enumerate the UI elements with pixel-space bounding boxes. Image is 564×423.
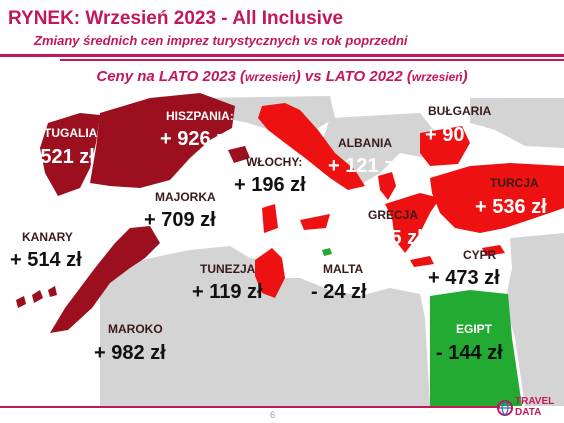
region-kanary-3	[48, 286, 57, 297]
region-tunezja	[255, 248, 285, 298]
mediterranean-map	[0, 68, 564, 406]
heading-part-c: ) vs LATO 2022 (	[295, 68, 412, 85]
label-portugalia-change: + 1521 zł	[12, 146, 95, 168]
heading-part-a: Ceny na LATO 2023 (	[96, 68, 246, 85]
label-albania-change: + 121 zł	[328, 155, 400, 177]
region-egipt	[430, 290, 522, 406]
label-kanary-name: KANARY	[22, 230, 73, 244]
label-turcja-name: TURCJA	[490, 176, 539, 190]
heading-part-e: )	[462, 68, 468, 85]
map-heading: Ceny na LATO 2023 (wrzesień) vs LATO 202…	[0, 68, 564, 85]
label-cypr-name: CYPR	[463, 248, 497, 262]
label-egipt-name: EGIPT	[456, 322, 493, 336]
label-wlochy-name: WŁOCHY:	[246, 155, 303, 169]
label-malta-name: MALTA	[323, 262, 364, 276]
label-wlochy-change: + 196 zł	[234, 174, 306, 196]
label-albania-name: ALBANIA	[338, 136, 392, 150]
region-portugalia	[40, 113, 100, 196]
label-bulgaria-change: + 90 zł	[425, 124, 486, 146]
region-hiszpania	[90, 93, 235, 188]
region-cypr	[482, 245, 505, 256]
label-portugalia-name: PORTUGALIA	[18, 126, 98, 140]
slide-title: RYNEK: Wrzesień 2023 - All Inclusive	[8, 8, 344, 29]
region-grecja-islands	[410, 256, 434, 267]
region-grecja	[385, 193, 440, 253]
region-maroko	[50, 226, 160, 333]
land-middle-east	[505, 233, 564, 406]
label-maroko-name: MAROKO	[108, 322, 163, 336]
region-malta	[322, 248, 332, 256]
region-kanary-1	[16, 296, 26, 308]
label-majorka-change: + 709 zł	[144, 209, 216, 231]
region-kanary-2	[32, 290, 43, 303]
label-grecja-name: GRECJA	[368, 208, 419, 222]
logo-line2: DATA	[515, 407, 542, 418]
label-grecja-change: + 385 zł	[351, 227, 423, 249]
label-kanary-change: + 514 zł	[10, 249, 82, 271]
slide-subtitle: Zmiany średnich cen imprez turystycznych…	[34, 33, 408, 48]
logo-line1: TRAVEL	[515, 396, 555, 407]
label-egipt-change: - 144 zł	[436, 342, 503, 364]
travel-data-logo: TRAVEL DATA	[497, 396, 561, 420]
heading-part-b: wrzesień	[245, 70, 296, 84]
label-hiszpania-change: + 926 zł	[160, 128, 232, 150]
label-hiszpania-name: HISZPANIA:	[166, 109, 234, 123]
top-divider	[0, 54, 564, 57]
region-albania	[378, 172, 396, 200]
label-turcja-change: + 536 zł	[475, 196, 547, 218]
region-sycylia	[300, 214, 330, 230]
page-number: 6	[270, 410, 276, 420]
land-north-africa	[100, 246, 430, 406]
label-tunezja-change: + 119 zł	[192, 281, 263, 303]
label-bulgaria-name: BUŁGARIA	[428, 104, 492, 118]
label-majorka-name: MAJORKA	[155, 190, 216, 204]
globe-icon	[497, 400, 513, 416]
label-tunezja-name: TUNEZJA	[200, 262, 256, 276]
region-wlochy	[258, 103, 365, 190]
label-maroko-change: + 982 zł	[94, 342, 166, 364]
region-sardynia	[262, 204, 278, 233]
heading-part-d: wrzesień	[411, 70, 463, 84]
region-turcja	[430, 163, 564, 233]
region-bulgaria	[420, 126, 470, 166]
bottom-divider	[0, 406, 500, 408]
top-divider-accent	[60, 59, 564, 61]
region-majorka	[228, 146, 250, 163]
label-cypr-change: + 473 zł	[428, 267, 500, 289]
label-malta-change: - 24 zł	[311, 281, 367, 303]
land-black-sea-north	[470, 98, 564, 148]
